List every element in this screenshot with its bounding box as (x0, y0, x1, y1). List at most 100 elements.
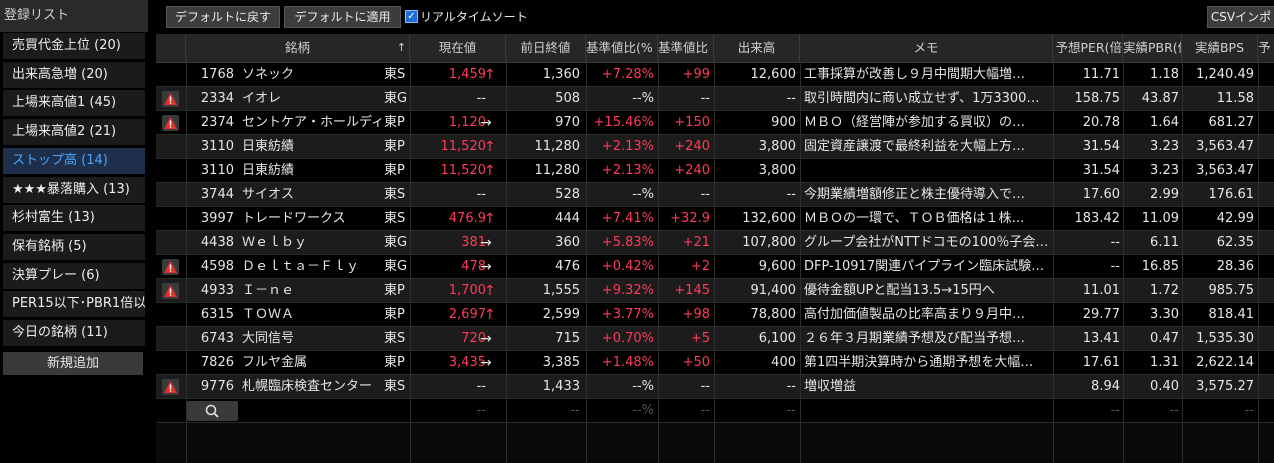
table-row[interactable]: 3744 サイオス 東S -- 528 --% -- -- 今期業績増額修正と株主優待導入で… 1… (156, 183, 1274, 207)
warning-icon[interactable] (162, 259, 179, 275)
cell-pbr: 1.18 (1150, 67, 1179, 82)
up-arrow-icon: ↑ (484, 307, 496, 323)
warning-icon[interactable] (162, 379, 179, 395)
sidebar-item[interactable]: 上場来高値1 (45) (3, 90, 145, 117)
cell-market: 東G (384, 91, 408, 106)
header-name-label: 銘柄 (284, 40, 310, 55)
table-row[interactable]: 3110 日東紡績 東P 11,520 11,280 +2.13% +240 3,800 固定資… (156, 135, 1274, 159)
cell-volume: 3,800 (758, 139, 796, 154)
sort-arrow-icon: ↑ (394, 34, 410, 62)
table-row[interactable]: 4438 Ｗｅｌｂｙ 東G 381 360 +5.83% +21 107,800 グループ会社が… (156, 231, 1274, 255)
sidebar-item[interactable]: ★★★暴落購入 (13) (3, 176, 145, 203)
table-row[interactable]: 3110 日東紡績 東P 11,520 11,280 +2.13% +240 3,800 31.… (156, 159, 1274, 183)
warning-icon[interactable] (162, 283, 179, 299)
cell-prev: 508 (555, 91, 580, 106)
table-row[interactable]: 2374 セントケア・ホールディングス東P 1,120 970 +15.46% +150 9… (156, 111, 1274, 135)
header-volume[interactable]: 出来高 (714, 34, 800, 62)
table-row[interactable]: 4598 Ｄｅｌｔａ－Ｆｌｙ 東G 478 476 +0.42% +2 9,600 DFP-10… (156, 255, 1274, 279)
table-row[interactable]: 3997 トレードワークス 東S 476.9 444 +7.41% +32.9 132,600… (156, 207, 1274, 231)
warning-icon[interactable] (162, 91, 179, 107)
cell-bps: 11.58 (1216, 91, 1254, 106)
table-row[interactable]: 7826 フルヤ金属 東P 3,435 3,385 +1.48% +50 400 第1四半期決算… (156, 351, 1274, 375)
cell-pbr: 1.31 (1150, 355, 1179, 370)
sidebar-item[interactable]: PER15以下･PBR1倍以下 (3, 291, 145, 318)
sidebar-item[interactable]: 出来高急増 (20) (3, 61, 145, 88)
cell-pct: --% (632, 91, 654, 106)
cell-name: 日東紡績 (242, 163, 295, 178)
right-arrow-icon: → (480, 259, 492, 275)
column-divider (658, 62, 659, 463)
apply-default-button[interactable]: デフォルトに適用 (284, 6, 401, 28)
realtime-sort-checkbox[interactable]: ✓ (405, 10, 418, 23)
cell-pct: +0.70% (601, 331, 654, 346)
cell-memo: 優待金額UPと配当13.5→15円へ (804, 283, 995, 298)
table-row[interactable]: 6743 大同信号 東S 720 715 +0.70% +5 6,100 ２６年３月期業績予想及… (156, 327, 1274, 351)
cell-pbr: -- (1169, 403, 1179, 418)
cell-memo: DFP-10917関連パイプライン臨床試験… (804, 259, 1045, 274)
table-row[interactable]: 1768 ソネック 東S 1,459 1,360 +7.28% +99 12,600 工事採算が… (156, 63, 1274, 87)
header-name[interactable]: 銘柄 (186, 34, 410, 62)
cell-diff: +2 (690, 259, 710, 274)
header-diff[interactable]: 基準値比 (658, 34, 714, 62)
cell-prev: 970 (555, 115, 580, 130)
cell-diff: +21 (682, 235, 710, 250)
sidebar-item[interactable]: 杉村富生 (13) (3, 205, 145, 232)
table-row[interactable]: 2334 イオレ 東G -- 508 --% -- -- 取引時間内に商い成立せず、1万3300… (156, 87, 1274, 111)
header-bps[interactable]: 実績BPS (1182, 34, 1258, 62)
table-row[interactable]: 9776 札幌臨床検査センター 東S -- 1,433 --% -- -- 増収増益 8.94 0.… (156, 375, 1274, 399)
sidebar-item[interactable]: 上場来高値2 (21) (3, 119, 145, 146)
sidebar-item[interactable]: 売買代金上位 (20) (3, 33, 145, 59)
cell-price: 478 (461, 259, 486, 274)
sidebar-item[interactable]: 決算プレー (6) (3, 262, 145, 289)
sidebar-item[interactable]: ストップ高 (14) (3, 147, 145, 174)
sidebar-item[interactable]: 保有銘柄 (5) (3, 233, 145, 260)
up-arrow-icon: ↑ (484, 163, 496, 179)
header-extra[interactable]: 予 (1258, 40, 1271, 55)
cell-per: 8.94 (1091, 379, 1120, 394)
cell-pbr: 3.23 (1150, 139, 1179, 154)
cell-code: 4438 (200, 235, 234, 250)
cell-name: セントケア・ホールディングス (242, 115, 382, 130)
cell-market: 東P (384, 115, 405, 130)
header-price[interactable]: 現在値 (410, 34, 506, 62)
up-arrow-icon: ↑ (484, 139, 496, 155)
header-per[interactable]: 予想PER(倍 (1053, 34, 1123, 62)
up-arrow-icon: ↑ (484, 67, 496, 83)
cell-pct: --% (632, 379, 654, 394)
cell-market: 東G (384, 235, 408, 250)
cell-memo: 増収増益 (804, 379, 857, 394)
header-memo[interactable]: メモ (800, 34, 1053, 62)
cell-code: 4933 (200, 283, 234, 298)
cell-bps: 1,240.49 (1196, 67, 1254, 82)
cell-memo: グループ会社がNTTドコモの100％子会… (804, 235, 1049, 250)
cell-pbr: 1.72 (1150, 283, 1179, 298)
add-list-button[interactable]: 新規追加 (3, 352, 143, 375)
cell-price: 1,459 (448, 67, 486, 82)
header-prev[interactable]: 前日終値 (506, 34, 586, 62)
column-divider (1053, 62, 1054, 463)
cell-volume: 9,600 (758, 259, 796, 274)
search-button[interactable] (187, 401, 238, 421)
table-row[interactable]: 4933 Ｉ－ｎｅ 東P 1,700 1,555 +9.32% +145 91,400 優待金額… (156, 279, 1274, 303)
cell-per: 11.01 (1082, 283, 1120, 298)
cell-diff: +145 (674, 283, 710, 298)
csv-import-button[interactable]: CSVインポ (1207, 6, 1274, 28)
cell-code: 2374 (200, 115, 234, 130)
cell-memo: 第1四半期決算時から通期予想を大幅… (804, 355, 1034, 370)
cell-pct: +7.28% (601, 67, 654, 82)
reset-default-button[interactable]: デフォルトに戻す (166, 6, 280, 28)
sidebar-item[interactable]: 今日の銘柄 (11) (3, 320, 145, 346)
cell-diff: +99 (682, 67, 710, 82)
new-row[interactable]: -- -- --% -- -- -- -- -- (156, 399, 1274, 423)
column-divider (186, 62, 187, 463)
cell-volume: 3,800 (758, 163, 796, 178)
realtime-sort-label: リアルタイムソート (420, 10, 528, 24)
header-pct[interactable]: 基準値比(% (586, 34, 658, 62)
cell-price: 1,120 (448, 115, 486, 130)
warning-icon[interactable] (162, 115, 179, 131)
right-arrow-icon: → (480, 115, 492, 131)
cell-price: 2,697 (448, 307, 486, 322)
header-pbr[interactable]: 実績PBR(倍 (1123, 34, 1182, 62)
cell-market: 東P (384, 307, 405, 322)
table-row[interactable]: 6315 ＴＯＷＡ 東P 2,697 2,599 +3.77% +98 78,800 高付加価値… (156, 303, 1274, 327)
